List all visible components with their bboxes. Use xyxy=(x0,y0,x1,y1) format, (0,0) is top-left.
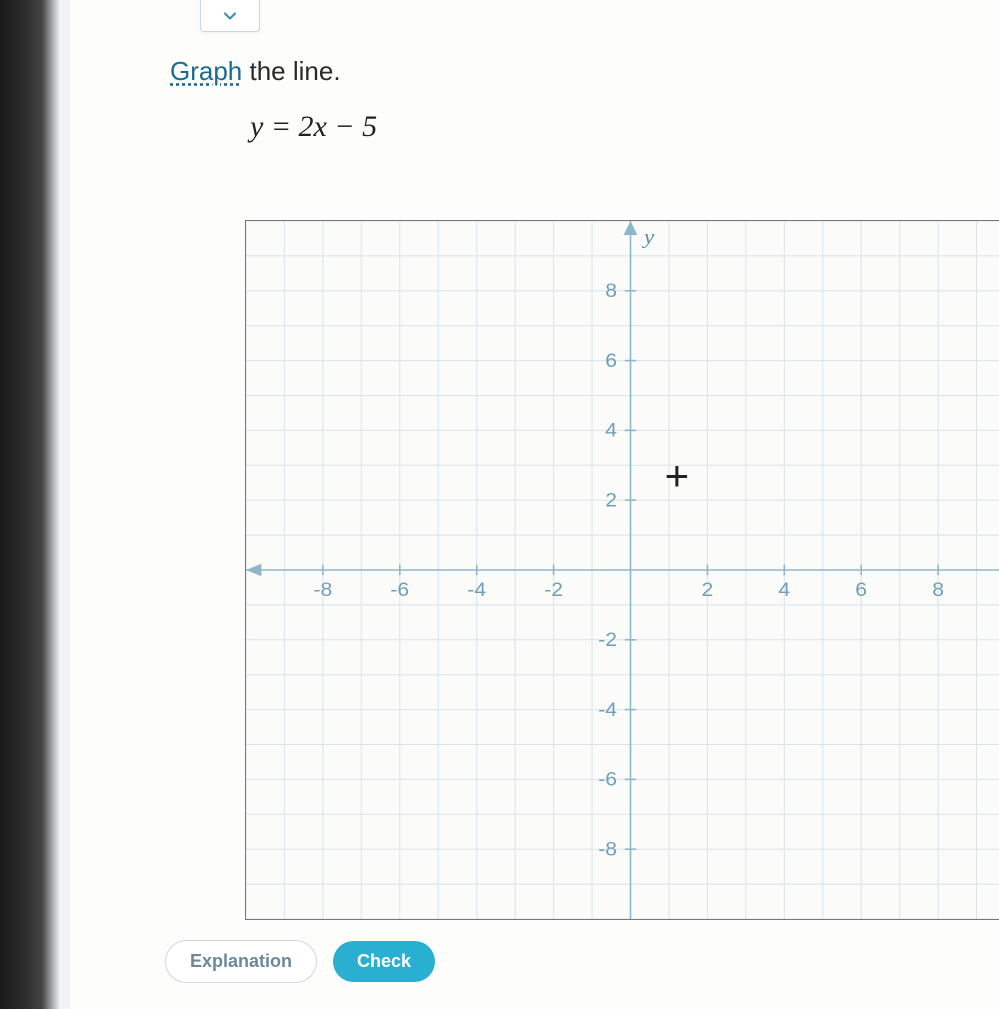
svg-text:2: 2 xyxy=(605,490,617,511)
svg-text:-8: -8 xyxy=(314,580,333,601)
equation-text: y = 2x − 5 xyxy=(250,110,377,144)
svg-text:8: 8 xyxy=(932,580,944,601)
svg-text:-2: -2 xyxy=(598,630,617,651)
question-panel: Graph the line. y = 2x − 5 -8 -6 -4 -2 2 4 6 8 -… xyxy=(70,0,999,1009)
question-prompt: Graph the line. xyxy=(170,56,341,87)
graph-canvas[interactable]: -8-6-4-22468-8-6-4-22468yx + xyxy=(245,220,999,920)
svg-text:6: 6 xyxy=(855,580,867,601)
svg-text:-4: -4 xyxy=(598,700,617,721)
svg-text:-6: -6 xyxy=(598,770,617,791)
svg-text:y: y xyxy=(642,225,655,249)
prompt-rest: the line. xyxy=(242,56,340,86)
svg-text:4: 4 xyxy=(778,580,790,601)
coordinate-grid: -8-6-4-22468-8-6-4-22468yx xyxy=(246,221,999,919)
screen-bezel xyxy=(0,0,60,1009)
svg-text:-2: -2 xyxy=(544,580,563,601)
svg-text:-4: -4 xyxy=(467,580,486,601)
svg-text:2: 2 xyxy=(702,580,714,601)
action-row: Explanation Check xyxy=(165,940,435,983)
svg-text:8: 8 xyxy=(605,281,617,302)
chevron-down-icon xyxy=(220,6,240,26)
collapse-toggle[interactable] xyxy=(200,0,260,32)
explanation-button[interactable]: Explanation xyxy=(165,940,317,983)
svg-text:-6: -6 xyxy=(390,580,409,601)
graph-link[interactable]: Graph xyxy=(170,56,242,86)
svg-text:4: 4 xyxy=(605,421,617,442)
svg-text:6: 6 xyxy=(605,351,617,372)
check-button[interactable]: Check xyxy=(333,941,435,982)
svg-text:-8: -8 xyxy=(598,839,617,860)
